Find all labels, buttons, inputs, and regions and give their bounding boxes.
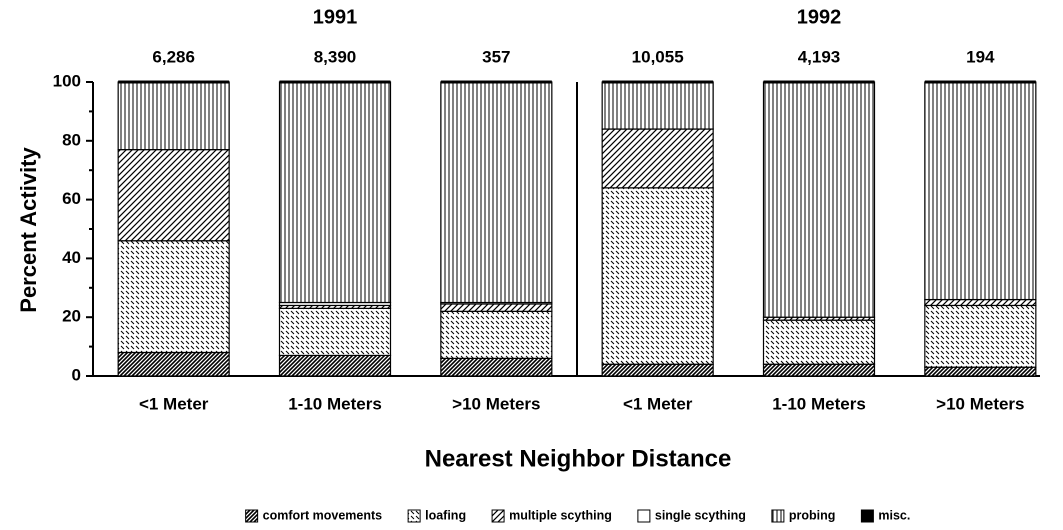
bar-total-label: 10,055 [632, 47, 684, 66]
legend-swatch [771, 509, 785, 523]
group-title: 1992 [797, 6, 842, 28]
x-tick-label: >10 Meters [936, 394, 1024, 413]
bar-segment [440, 357, 553, 377]
bar-segment [117, 240, 230, 354]
bar-segment [601, 187, 714, 365]
legend-swatch [245, 509, 259, 523]
bar-segment [924, 298, 1037, 307]
bar-segment [762, 363, 876, 377]
bar-total-label: 8,390 [314, 47, 357, 66]
y-tick-label: 80 [62, 130, 81, 149]
bar-segment [117, 351, 230, 377]
bar-segment [440, 81, 553, 304]
legend-label: single scything [655, 508, 746, 522]
bar-segment [924, 366, 1037, 377]
bar-total-label: 6,286 [152, 47, 195, 66]
bar-segment [440, 303, 553, 312]
y-tick-label: 60 [62, 189, 81, 208]
x-tick-label: >10 Meters [452, 394, 540, 413]
legend-label: probing [789, 508, 836, 522]
y-axis-title: Percent Activity [16, 147, 41, 313]
bar-segment [117, 149, 230, 242]
y-tick-label: 100 [53, 71, 81, 90]
y-tick-label: 0 [72, 365, 81, 384]
bar-segment [440, 310, 553, 359]
bar-segment [601, 363, 714, 377]
y-tick-label: 20 [62, 307, 81, 326]
legend-swatch [860, 509, 874, 523]
legend-swatch [637, 509, 651, 523]
bar-segment [278, 307, 392, 357]
legend-label: loafing [425, 508, 466, 522]
legend-label: multiple scything [509, 508, 612, 522]
bar-segment [278, 81, 392, 304]
legend-swatch [491, 509, 505, 523]
x-tick-label: <1 Meter [623, 394, 693, 413]
x-axis-title: Nearest Neighbor Distance [425, 445, 732, 472]
bar-segment [601, 81, 714, 130]
legend-swatch [407, 509, 421, 523]
group-title: 1991 [313, 6, 358, 28]
x-tick-label: <1 Meter [139, 394, 209, 413]
bar-total-label: 357 [482, 47, 510, 66]
bar-segment [117, 81, 230, 151]
legend-label: comfort movements [263, 508, 383, 522]
bar-total-label: 194 [966, 47, 995, 66]
x-tick-label: 1-10 Meters [772, 394, 866, 413]
y-tick-label: 40 [62, 248, 81, 267]
bar-segment [278, 354, 392, 377]
bar-segment [762, 319, 876, 365]
bar-total-label: 4,193 [798, 47, 841, 66]
x-tick-label: 1-10 Meters [288, 394, 382, 413]
bar-segment [924, 81, 1037, 301]
bar-segment [601, 128, 714, 189]
legend-label: misc. [878, 508, 910, 522]
bar-segment [924, 304, 1037, 368]
bar-segment [762, 81, 876, 318]
